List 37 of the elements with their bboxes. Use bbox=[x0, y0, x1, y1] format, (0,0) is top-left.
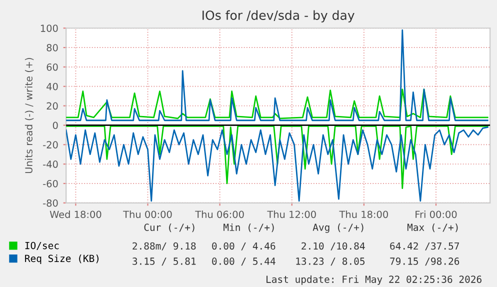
chart-title: IOs for /dev/sda - by day bbox=[202, 10, 354, 22]
y-tick-label: -60 bbox=[43, 180, 58, 188]
x-tick-label: Thu 18:00 bbox=[339, 210, 388, 218]
y-tick-label: 40 bbox=[46, 82, 58, 90]
text: 0.00 / 5.44 bbox=[212, 258, 276, 266]
y-tick-label: 0 bbox=[52, 122, 58, 130]
text: 2.88m/ 9.18 bbox=[132, 242, 196, 250]
line-series bbox=[66, 126, 488, 190]
x-tick-label: Thu 00:00 bbox=[123, 210, 172, 218]
line-series bbox=[66, 88, 488, 120]
text: Min (-/+) bbox=[224, 223, 274, 232]
text: Max (-/+) bbox=[407, 223, 458, 232]
x-tick-label: Thu 12:00 bbox=[267, 210, 316, 218]
x-tick-label: Thu 06:00 bbox=[195, 210, 244, 218]
y-tick-label: 80 bbox=[46, 44, 58, 52]
text: 79.15 /98.26 bbox=[390, 258, 460, 266]
x-tick-label: Wed 18:00 bbox=[50, 210, 102, 218]
text: 64.42 /37.57 bbox=[390, 242, 459, 250]
y-axis-title: Units read (-) / write (+) bbox=[24, 58, 34, 174]
y-tick-label: -40 bbox=[43, 160, 58, 168]
text: Avg (-/+) bbox=[312, 223, 364, 233]
text: 2.10 /10.84 bbox=[302, 242, 365, 250]
text: Last update: Fri May 22 02:25:36 2026 bbox=[266, 275, 482, 285]
legend-label: Req Size (KB) bbox=[25, 254, 98, 264]
y-tick-label: 60 bbox=[46, 63, 58, 71]
y-tick-label: -20 bbox=[43, 141, 58, 148]
text: Cur (-/+) bbox=[144, 223, 194, 232]
line-series bbox=[66, 29, 488, 122]
x-tick-label: Fri 00:00 bbox=[416, 210, 457, 218]
y-tick-label: -80 bbox=[43, 199, 58, 207]
text: 3.15 / 5.81 bbox=[132, 258, 196, 266]
text: 13.23 / 8.05 bbox=[296, 258, 365, 266]
y-tick-label: 100 bbox=[40, 24, 58, 32]
text: 0.00 / 4.46 bbox=[212, 242, 276, 250]
y-tick-label: 20 bbox=[46, 102, 58, 110]
legend-label: IO/sec bbox=[25, 242, 59, 250]
line-series bbox=[66, 126, 488, 202]
